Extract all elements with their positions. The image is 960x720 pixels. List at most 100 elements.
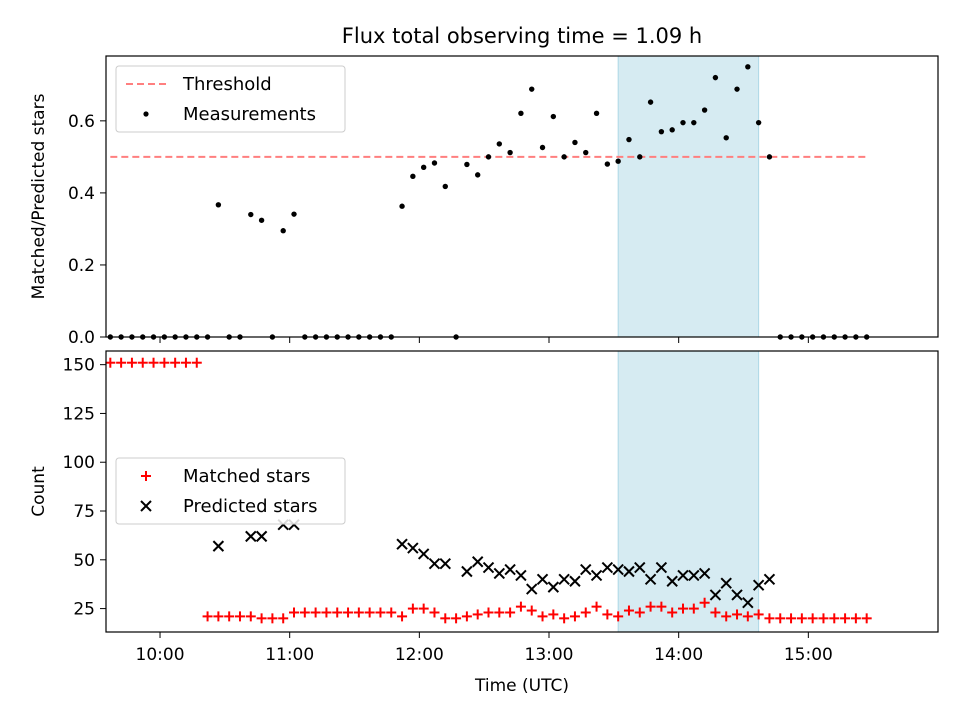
measurement-point (561, 154, 567, 160)
y-tick-label: 0.2 (68, 256, 95, 276)
predicted-star-point (255, 530, 268, 543)
matched-star-point (548, 609, 559, 620)
matched-star-point (397, 611, 408, 622)
legend-matched-label: Matched stars (183, 466, 310, 487)
legend-threshold-label: Threshold (182, 74, 272, 95)
legend-predicted-label: Predicted stars (183, 496, 317, 517)
predicted-star-point (688, 569, 700, 582)
predicted-star-point (407, 542, 419, 554)
matched-star-point (861, 613, 872, 624)
top-legend: Threshold Measurements (115, 65, 346, 133)
top-y-axis-label: Matched/Predicted stars (29, 93, 49, 299)
matched-star-point (515, 601, 526, 612)
x-axis-label: Time (UTC) (474, 676, 569, 696)
matched-star-point (850, 613, 861, 624)
matched-star-point (191, 357, 202, 368)
measurement-point (507, 149, 513, 156)
measurement-point (258, 217, 265, 223)
predicted-star-point (558, 573, 570, 586)
matched-star-point (623, 605, 634, 616)
predicted-star-point (763, 573, 776, 586)
predicted-star-point (709, 589, 722, 601)
matched-star-point (364, 607, 375, 618)
measurement-point (593, 110, 600, 116)
predicted-stars-series (212, 518, 776, 609)
matched-star-point (537, 611, 548, 622)
measurement-point (583, 149, 589, 156)
measurement-point (539, 144, 546, 151)
predicted-star-point (396, 538, 408, 550)
matched-star-point (170, 357, 181, 368)
measurement-point (496, 141, 503, 147)
legend-measurements-label: Measurements (183, 104, 316, 125)
x-tick-label: 10:00 (136, 645, 185, 665)
matched-star-point (807, 613, 818, 624)
matched-star-point (451, 613, 462, 624)
measurement-point (626, 136, 632, 143)
bottom-axes-frame (105, 350, 939, 633)
top-y-ticks: 0.0 0.2 0.4 0.6 (68, 112, 106, 348)
chart-title: Flux total observing time = 1.09 h (342, 24, 702, 48)
matched-star-point (721, 611, 732, 622)
matched-star-point (148, 357, 159, 368)
y-tick-label: 0.0 (68, 328, 95, 348)
measurement-point (647, 99, 654, 105)
matched-star-point (569, 611, 580, 622)
legend-measurements-swatch (143, 111, 149, 117)
matched-star-point (224, 611, 235, 622)
measurement-point (701, 107, 708, 113)
predicted-star-point (245, 530, 257, 543)
matched-star-point (591, 601, 602, 612)
matched-star-point (126, 357, 137, 368)
bottom-y-axis-label: Count (29, 466, 49, 517)
x-tick-label: 14:00 (654, 645, 703, 665)
y-tick-label: 75 (73, 502, 95, 522)
y-tick-label: 125 (63, 404, 95, 424)
measurement-point (399, 203, 405, 209)
matched-star-point (494, 607, 505, 618)
matched-star-point (159, 357, 170, 368)
predicted-star-point (526, 583, 538, 595)
measurement-point (291, 211, 297, 217)
y-tick-label: 0.4 (68, 184, 95, 204)
measurement-point (518, 110, 524, 116)
measurement-point (431, 160, 438, 166)
measurement-point (637, 154, 643, 160)
matched-star-point (105, 357, 116, 368)
matched-star-point (234, 611, 245, 622)
matched-star-point (645, 601, 656, 612)
matched-star-point (289, 607, 300, 618)
matched-star-point (667, 607, 678, 618)
measurement-point (280, 228, 286, 234)
measurement-point (604, 161, 611, 167)
matched-star-point (580, 607, 591, 618)
matched-stars-series (105, 357, 872, 624)
legend-predicted-swatch (140, 500, 152, 512)
predicted-star-point (536, 573, 549, 586)
predicted-star-point (580, 563, 592, 576)
matched-star-point (613, 611, 624, 622)
measurement-point (669, 127, 675, 133)
measurement-point (485, 154, 492, 160)
measurement-point (464, 161, 470, 168)
matched-star-point (245, 611, 256, 622)
matched-star-point (829, 613, 840, 624)
predicted-star-point (731, 589, 743, 601)
measurement-point (734, 86, 740, 92)
measurement-point (410, 173, 416, 180)
matched-star-point (310, 607, 321, 618)
predicted-star-point (698, 567, 711, 580)
measurement-point (474, 172, 481, 178)
matched-star-point (656, 601, 667, 612)
measurement-point (248, 211, 254, 218)
matched-star-point (483, 607, 494, 618)
y-tick-label: 50 (73, 551, 95, 571)
matched-star-point (786, 613, 797, 624)
top-shaded-span (617, 55, 760, 338)
predicted-star-point (417, 548, 430, 560)
x-tick-label: 13:00 (525, 645, 574, 665)
matched-star-point (461, 611, 472, 622)
bottom-panel: 25 50 75 100 125 150 10:00 11:00 12:00 13:00 14:0… (29, 350, 939, 696)
predicted-star-point (720, 577, 732, 589)
